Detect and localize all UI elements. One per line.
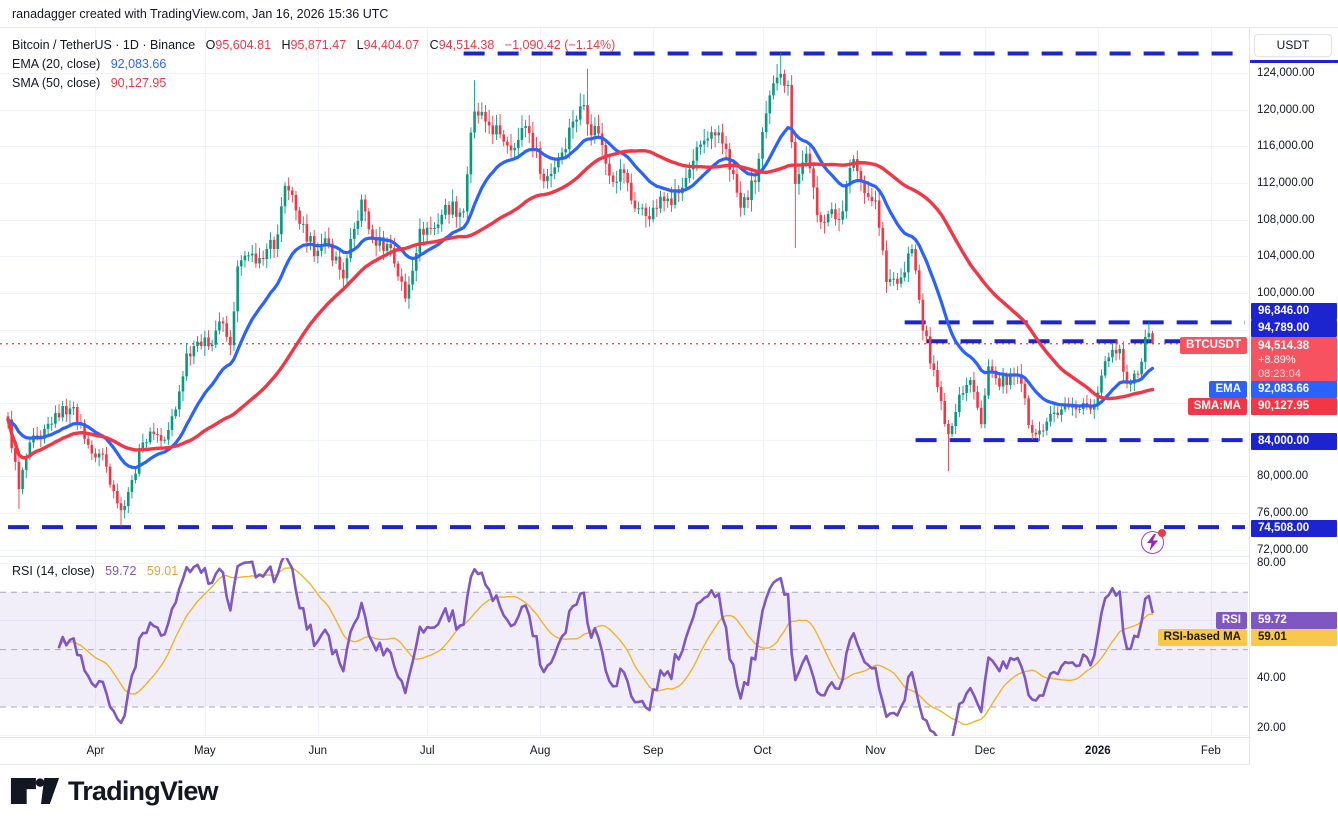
sma-label: SMA (50, close) [12,76,101,90]
time-label-Feb: Feb [1200,745,1221,757]
ohlc-low: L94,404.07 [356,38,420,52]
ohlc-open: O95,604.81 [205,38,272,52]
axis-badge-sma: 90,127.95 [1251,398,1337,415]
time-label-Oct: Oct [753,745,772,757]
axis-badge-level-74508: 74,508.00 [1251,520,1337,537]
tradingview-logo[interactable]: TradingView [10,773,219,809]
rsi-label: RSI (14, close) [12,564,95,578]
price-tick: 76,000.00 [1257,507,1309,519]
price-tick: 124,000.00 [1257,67,1315,79]
price-tick: 100,000.00 [1257,287,1315,299]
price-tick: 112,000.00 [1257,177,1314,189]
sma-row[interactable]: SMA (50, close) 90,127.95 [12,74,615,93]
price-tick: 72,000.00 [1257,543,1309,556]
time-label-May: May [193,745,216,757]
ema-label: EMA (20, close) [12,57,101,71]
currency-button[interactable]: USDT [1254,34,1332,57]
plot-label-rsi: RSI [1215,612,1247,629]
price-tick: 80,000.00 [1257,470,1309,483]
tradingview-mark [10,778,60,804]
price-tick: 104,000.00 [1257,250,1315,263]
time-label-Dec: Dec [974,745,996,757]
axis-accent-line [1250,60,1338,63]
alert-icon[interactable] [1141,529,1166,554]
legend-main: Bitcoin / TetherUS · 1D · Binance O95,60… [12,36,615,93]
plot-label-rsi-ma: RSI-based MA [1157,629,1247,646]
sma-value: 90,127.95 [110,76,167,90]
ohlc-close: C94,514.38 [429,38,495,52]
footer: TradingView [0,765,1338,823]
time-label-Jun: Jun [308,745,328,757]
logo-wordmark: TradingView [68,775,219,806]
time-label-Apr: Apr [86,745,105,757]
legend-rsi[interactable]: RSI (14, close) 59.72 59.01 [12,562,178,581]
plot-label-symbol-price: BTCUSDT [1180,337,1247,354]
plot-label-ema: EMA [1209,381,1247,398]
time-label-Sep: Sep [642,745,664,757]
symbol-title[interactable]: Bitcoin / TetherUS · 1D · Binance [12,38,196,52]
ema-value: 92,083.66 [110,57,167,71]
axis-badge-level-94789: 94,789.00 [1251,320,1337,337]
time-label-Aug: Aug [529,745,551,757]
rsi-ma-value: 59.01 [146,564,179,578]
attribution-text: ranadagger created with TradingView.com,… [12,7,389,21]
axis-badge-level-96846: 96,846.00 [1251,303,1337,320]
axis-badge-level-84000: 84,000.00 [1251,433,1337,450]
change-value: −1,090.42 (−1.14%) [504,38,616,52]
header-divider [0,27,1338,28]
price-axis[interactable]: USDT 124,000.00 120,000.00 116,000.00 112,0… [1249,28,1338,765]
chart-bottom-divider [0,764,1338,765]
axis-badge-rsi-ma: 59.01 [1251,629,1337,646]
time-axis[interactable]: Apr May Jun Jul Aug Sep Oct Nov Dec 2026 Feb [0,737,1249,764]
time-label-2026: 2026 [1085,745,1111,757]
price-tick: 108,000.00 [1257,213,1315,226]
rsi-tick: 40.00 [1257,671,1286,684]
alert-red-dot [1158,529,1166,537]
attribution-bar: ranadagger created with TradingView.com,… [0,0,1338,27]
time-label-Jul: Jul [419,745,435,757]
ohlc-high: H95,871.47 [281,38,347,52]
time-label-Nov: Nov [865,745,886,757]
price-tick: 120,000.00 [1257,103,1315,116]
price-tick: 116,000.00 [1257,140,1314,153]
symbol-row[interactable]: Bitcoin / TetherUS · 1D · Binance O95,60… [12,36,615,55]
axis-badge-ema: 92,083.66 [1251,381,1337,398]
rsi-tick: 80.00 [1257,557,1286,569]
lightning-icon [1147,534,1158,551]
ema-row[interactable]: EMA (20, close) 92,083.66 [12,55,615,74]
axis-badge-symbol-price: 94,514.38 +8.89% 08:23:04 [1251,337,1337,382]
plot-label-sma: SMA:MA [1187,398,1247,415]
rsi-tick: 20.00 [1257,722,1286,734]
rsi-value: 59.72 [105,564,137,578]
panel-divider [0,556,1338,557]
axis-badge-rsi: 59.72 [1251,612,1337,629]
